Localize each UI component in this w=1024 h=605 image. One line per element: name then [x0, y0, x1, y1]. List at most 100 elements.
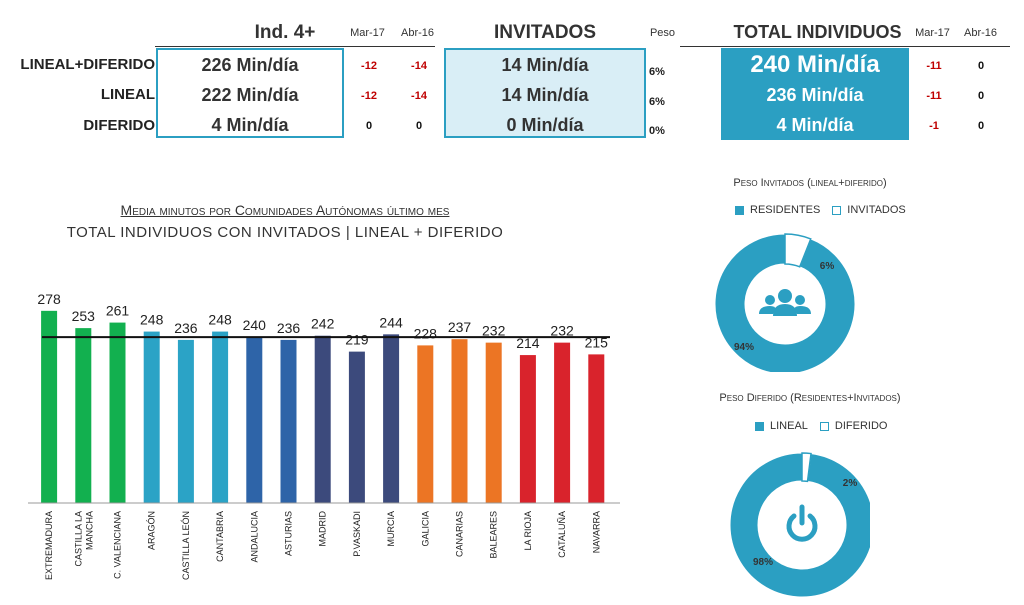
category-label-5: CANTABRIA [215, 511, 225, 562]
legend-swatch-invitados [832, 205, 842, 215]
row-label-lineal: LINEAL [100, 86, 155, 103]
ind-abr-diferido: 0 [415, 120, 423, 132]
users-icon [759, 289, 811, 316]
bar-value-label-9: 219 [345, 332, 369, 348]
ind-title: Ind. 4+ [254, 22, 316, 43]
pie1-data-label-0: 94% [734, 342, 754, 353]
ind-value-lineal-diferido: 226 Min/día [201, 55, 299, 75]
pie1-chart: 94% 6% [714, 233, 856, 372]
tot-mar-diferido: -1 [929, 120, 939, 132]
category-label-3: ARAGÓN [147, 511, 157, 550]
bar-value-label-1: 253 [72, 308, 96, 324]
tot-abr-diferido: 0 [977, 120, 985, 132]
pie1-slice-1 [784, 233, 812, 268]
bar-value-label-0: 278 [37, 291, 61, 307]
category-label-2: C. VALENCIANA [113, 511, 123, 579]
bar-14 [519, 355, 536, 503]
pie2-title: Peso Diferido (Residentes+Invitados) [719, 392, 901, 404]
category-label-8: MADRID [318, 511, 328, 547]
category-label-10: MURCIA [386, 511, 396, 547]
bar-5 [212, 331, 229, 503]
bar-6 [246, 337, 263, 503]
pie2-data-label-0: 98% [753, 557, 773, 568]
bar-11 [417, 345, 434, 503]
total-box [721, 48, 909, 140]
tot-abr-lineal: 0 [977, 90, 985, 102]
pie1-legend: RESIDENTES INVITADOS [735, 204, 906, 216]
bar-value-label-4: 236 [174, 320, 198, 336]
bar-value-label-5: 248 [208, 312, 232, 328]
legend-label-diferido: DIFERIDO [834, 420, 888, 432]
bar-value-label-3: 248 [140, 312, 164, 328]
inv-value-lineal-diferido: 14 Min/día [501, 55, 589, 75]
ind-mar17-header: Mar-17 [350, 27, 385, 39]
pie2-data-label-1: 2% [843, 478, 858, 489]
tot-mar-lineal-diferido: -11 [926, 60, 942, 72]
total-title: TOTAL INDIVIDUOS [733, 22, 902, 42]
bar-chart: 278 EXTREMADURA 253 CASTILLA LAMANCHA 261 C. … [28, 291, 620, 580]
bar-1 [75, 328, 92, 503]
peso-lineal-diferido: 6% [649, 66, 665, 78]
category-label-13: BALEARES [489, 511, 499, 559]
category-label-16: NAVARRA [591, 511, 601, 553]
bar-value-label-10: 244 [379, 314, 403, 330]
category-label-9: P.VASKADI [352, 511, 362, 557]
bar-value-label-16: 215 [585, 334, 609, 350]
ind-value-lineal: 222 Min/día [201, 85, 299, 105]
bar-value-label-11: 228 [414, 325, 438, 341]
pie2-chart: 98% 2% [730, 452, 870, 598]
header-divider-right [680, 46, 1010, 47]
total-abr16-header: Abr-16 [963, 27, 998, 39]
pie2-slice-0 [730, 452, 870, 598]
tot-value-diferido: 4 Min/día [776, 115, 854, 135]
ind-value-diferido: 4 Min/día [211, 115, 289, 135]
bar-value-label-15: 232 [550, 323, 574, 339]
total-mar17-header: Mar-17 [915, 27, 950, 39]
tot-mar-lineal: -11 [926, 90, 942, 102]
tot-value-lineal-diferido: 240 Min/día [750, 51, 880, 78]
ind-mar-lineal: -12 [361, 90, 377, 102]
pie1-data-label-1: 6% [820, 261, 835, 272]
inv-value-lineal: 14 Min/día [501, 85, 589, 105]
header-divider-left [155, 46, 435, 47]
legend-swatch-diferido [819, 421, 829, 431]
bar-value-label-12: 237 [448, 319, 472, 335]
category-label-6: ANDALUCIA [249, 511, 259, 563]
row-label-lineal-diferido: LINEAL+DIFERIDO [20, 56, 155, 73]
peso-header: Peso [649, 27, 676, 39]
bar-12 [451, 339, 468, 503]
category-label-0: EXTREMADURA [44, 511, 54, 580]
bar-value-label-7: 236 [277, 320, 301, 336]
bar-0 [41, 310, 58, 503]
legend-label-invitados: INVITADOS [847, 204, 906, 216]
ind-abr16-header: Abr-16 [400, 27, 435, 39]
inv-value-diferido: 0 Min/día [506, 115, 584, 135]
category-label-1: CASTILLA LAMANCHA [73, 511, 94, 567]
tot-value-lineal: 236 Min/día [766, 85, 864, 105]
ind-mar-diferido: 0 [365, 120, 373, 132]
category-label-14: LA RIOJA [523, 511, 533, 551]
category-label-7: ASTURIAS [284, 511, 294, 556]
bar-15 [554, 342, 571, 503]
bar-7 [280, 339, 297, 503]
bar-value-label-13: 232 [482, 323, 506, 339]
legend-label-lineal: LINEAL [770, 420, 808, 432]
bar-chart-subtitle: TOTAL INDIVIDUOS CON INVITADOS | LINEAL … [66, 224, 504, 241]
bar-10 [383, 334, 400, 503]
pie1-title: Peso Invitados (lineal+diferido) [733, 177, 887, 189]
peso-diferido: 0% [649, 125, 665, 137]
bar-8 [314, 335, 331, 503]
row-label-diferido: DIFERIDO [83, 117, 155, 134]
ind-box [156, 48, 344, 138]
invitados-title: INVITADOS [493, 22, 597, 43]
bar-3 [143, 331, 160, 503]
legend-swatch-residentes [735, 205, 744, 215]
bar-value-label-2: 261 [106, 303, 130, 319]
bar-value-label-6: 240 [243, 317, 267, 333]
pie2-legend: LINEAL DIFERIDO [755, 420, 887, 432]
bar-13 [485, 342, 502, 503]
bar-9 [348, 351, 365, 503]
legend-swatch-lineal [755, 421, 764, 431]
category-label-11: GALICIA [420, 511, 430, 547]
legend-label-residentes: RESIDENTES [750, 204, 821, 216]
